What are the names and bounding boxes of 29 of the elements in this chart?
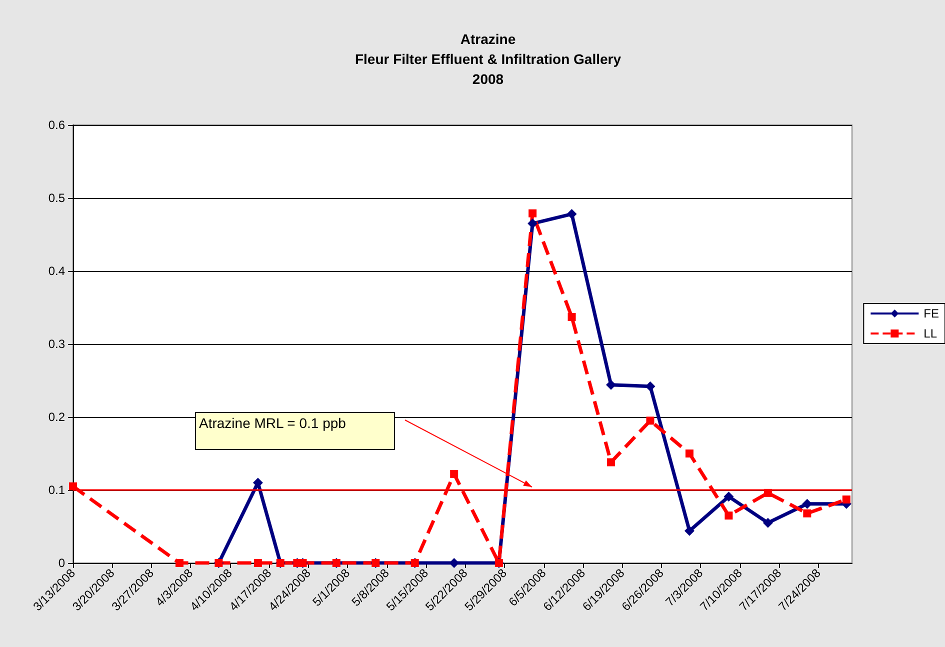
- point: [724, 492, 734, 502]
- point: [450, 470, 458, 478]
- chart-title: Atrazine Fleur Filter Effluent & Infiltration Gallery 2008: [354, 31, 622, 87]
- point: [684, 526, 694, 536]
- y-tick-label: 0: [58, 556, 66, 570]
- y-tick-label: 0.2: [48, 410, 66, 424]
- point: [528, 209, 537, 218]
- point: [566, 209, 577, 220]
- point: [528, 218, 538, 229]
- point: [607, 458, 616, 466]
- point: [568, 312, 576, 321]
- point: [685, 450, 694, 458]
- point: [646, 416, 654, 425]
- y-tick-label: 0.6: [48, 118, 66, 132]
- point: [842, 495, 850, 504]
- point: [254, 559, 262, 567]
- point: [724, 512, 733, 520]
- y-tick-label: 0.4: [48, 264, 66, 278]
- point: [762, 518, 773, 528]
- y-tick-label: 0.5: [48, 191, 66, 205]
- annotation: Atrazine MRL = 0.1 ppb: [199, 415, 346, 431]
- point: [645, 381, 656, 392]
- y-tick-label: 0.1: [48, 483, 66, 497]
- point: [803, 509, 812, 518]
- legend-label: FE: [924, 306, 940, 320]
- y-tick-label: 0.3: [48, 337, 66, 351]
- point: [175, 559, 184, 567]
- legend-label: LL: [924, 326, 938, 340]
- point: [802, 498, 812, 509]
